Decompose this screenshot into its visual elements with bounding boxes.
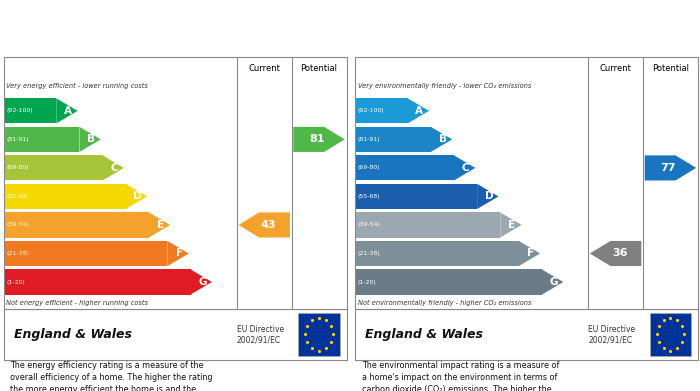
Text: C: C [111,163,118,173]
Text: B: B [87,135,95,144]
Text: The energy efficiency rating is a measure of the
overall efficiency of a home. T: The energy efficiency rating is a measur… [10,361,213,391]
Text: Current: Current [600,64,631,73]
Text: F: F [527,249,534,258]
Polygon shape [590,241,641,266]
Bar [4,184,126,209]
Bar [4,127,79,152]
Text: England & Wales: England & Wales [365,328,483,341]
Polygon shape [454,155,475,181]
Text: 43: 43 [260,220,276,230]
Polygon shape [56,98,78,124]
Text: A: A [415,106,424,116]
Text: Potential: Potential [652,64,689,73]
Text: Potential: Potential [300,64,337,73]
Bar [355,127,430,152]
Polygon shape [239,212,290,237]
Text: Current: Current [248,64,280,73]
Text: 77: 77 [661,163,676,173]
Bar [355,184,477,209]
Text: Energy Efficiency Rating: Energy Efficiency Rating [8,22,171,35]
Text: F: F [176,249,183,258]
Polygon shape [519,241,540,266]
Text: (21-38): (21-38) [6,251,29,256]
Text: (92-100): (92-100) [358,108,384,113]
Polygon shape [103,155,124,181]
Bar [4,98,56,124]
Text: EU Directive
2002/91/EC: EU Directive 2002/91/EC [237,325,284,344]
Text: D: D [133,192,142,201]
Text: Environmental Impact (CO₂) Rating: Environmental Impact (CO₂) Rating [360,22,592,35]
Text: E: E [508,220,516,230]
Text: (21-38): (21-38) [358,251,380,256]
Text: G: G [550,277,558,287]
Polygon shape [542,269,564,294]
Polygon shape [149,212,170,237]
Text: (55-68): (55-68) [6,194,29,199]
Polygon shape [645,155,696,181]
Polygon shape [190,269,212,294]
Text: (81-91): (81-91) [6,137,29,142]
Text: B: B [438,135,447,144]
Polygon shape [126,184,147,209]
Text: England & Wales: England & Wales [14,328,132,341]
Text: (92-100): (92-100) [6,108,33,113]
Text: (1-20): (1-20) [358,280,377,285]
Text: E: E [157,220,164,230]
Text: 81: 81 [309,135,325,144]
Bar [4,241,167,266]
Text: (39-54): (39-54) [6,222,29,228]
Text: D: D [484,192,494,201]
Polygon shape [500,212,522,237]
Bar [355,212,500,237]
Bar [4,155,103,181]
Text: G: G [198,277,206,287]
Polygon shape [293,127,345,152]
Polygon shape [477,184,498,209]
Text: (69-80): (69-80) [6,165,29,170]
Bar [4,212,149,237]
Bar [355,155,454,181]
Bar [355,269,542,294]
Text: Not energy efficient - higher running costs: Not energy efficient - higher running co… [6,300,148,306]
Text: Not environmentally friendly - higher CO₂ emissions: Not environmentally friendly - higher CO… [358,300,531,306]
Text: (69-80): (69-80) [358,165,380,170]
Bar [355,98,407,124]
Text: (55-68): (55-68) [358,194,380,199]
Text: Very environmentally friendly - lower CO₂ emissions: Very environmentally friendly - lower CO… [358,83,531,89]
Bar [650,313,691,356]
Bar [298,313,340,356]
Text: A: A [64,106,72,116]
Text: 36: 36 [612,249,627,258]
Text: EU Directive
2002/91/EC: EU Directive 2002/91/EC [588,325,636,344]
Text: (39-54): (39-54) [358,222,381,228]
Text: The environmental impact rating is a measure of
a home's impact on the environme: The environmental impact rating is a mea… [362,361,559,391]
Text: (1-20): (1-20) [6,280,25,285]
Polygon shape [79,127,101,152]
Text: (81-91): (81-91) [358,137,380,142]
Polygon shape [167,241,189,266]
Polygon shape [407,98,429,124]
Bar [355,241,519,266]
Text: C: C [462,163,470,173]
Polygon shape [430,127,452,152]
Bar [4,269,190,294]
Text: Very energy efficient - lower running costs: Very energy efficient - lower running co… [6,83,148,89]
